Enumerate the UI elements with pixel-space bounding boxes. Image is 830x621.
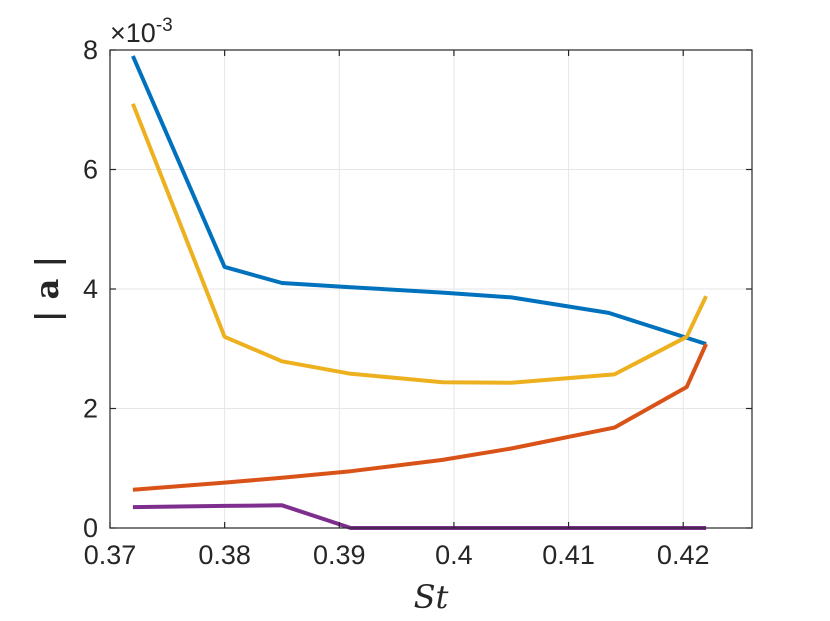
y-tick-label: 8 [83, 35, 98, 65]
tick-marks [109, 49, 752, 529]
series-line-3 [132, 343, 708, 492]
series-line-1 [131, 55, 707, 346]
x-tick-label: 0.37 [84, 540, 137, 570]
x-tick-label: 0.38 [198, 540, 251, 570]
y-tick-label: 2 [83, 394, 98, 424]
x-tick-label: 0.41 [542, 540, 595, 570]
x-tick-label: 0.39 [313, 540, 366, 570]
x-axis-title: St [414, 578, 449, 616]
x-tick-label: 0.42 [657, 540, 710, 570]
y-tick-label: 4 [83, 274, 98, 304]
y-tick-label: 6 [83, 155, 98, 185]
x-tick-label: 0.4 [435, 540, 473, 570]
series-line-2 [131, 103, 708, 385]
y-tick-label: 0 [83, 513, 98, 543]
y-exponent-label: ×10-3 [110, 15, 173, 48]
y-axis-title: | a | [28, 256, 66, 322]
x-tick-labels: 0.37 0.38 0.39 0.4 0.41 0.42 [84, 540, 710, 570]
y-tick-labels: 0 2 4 6 8 [83, 35, 98, 543]
